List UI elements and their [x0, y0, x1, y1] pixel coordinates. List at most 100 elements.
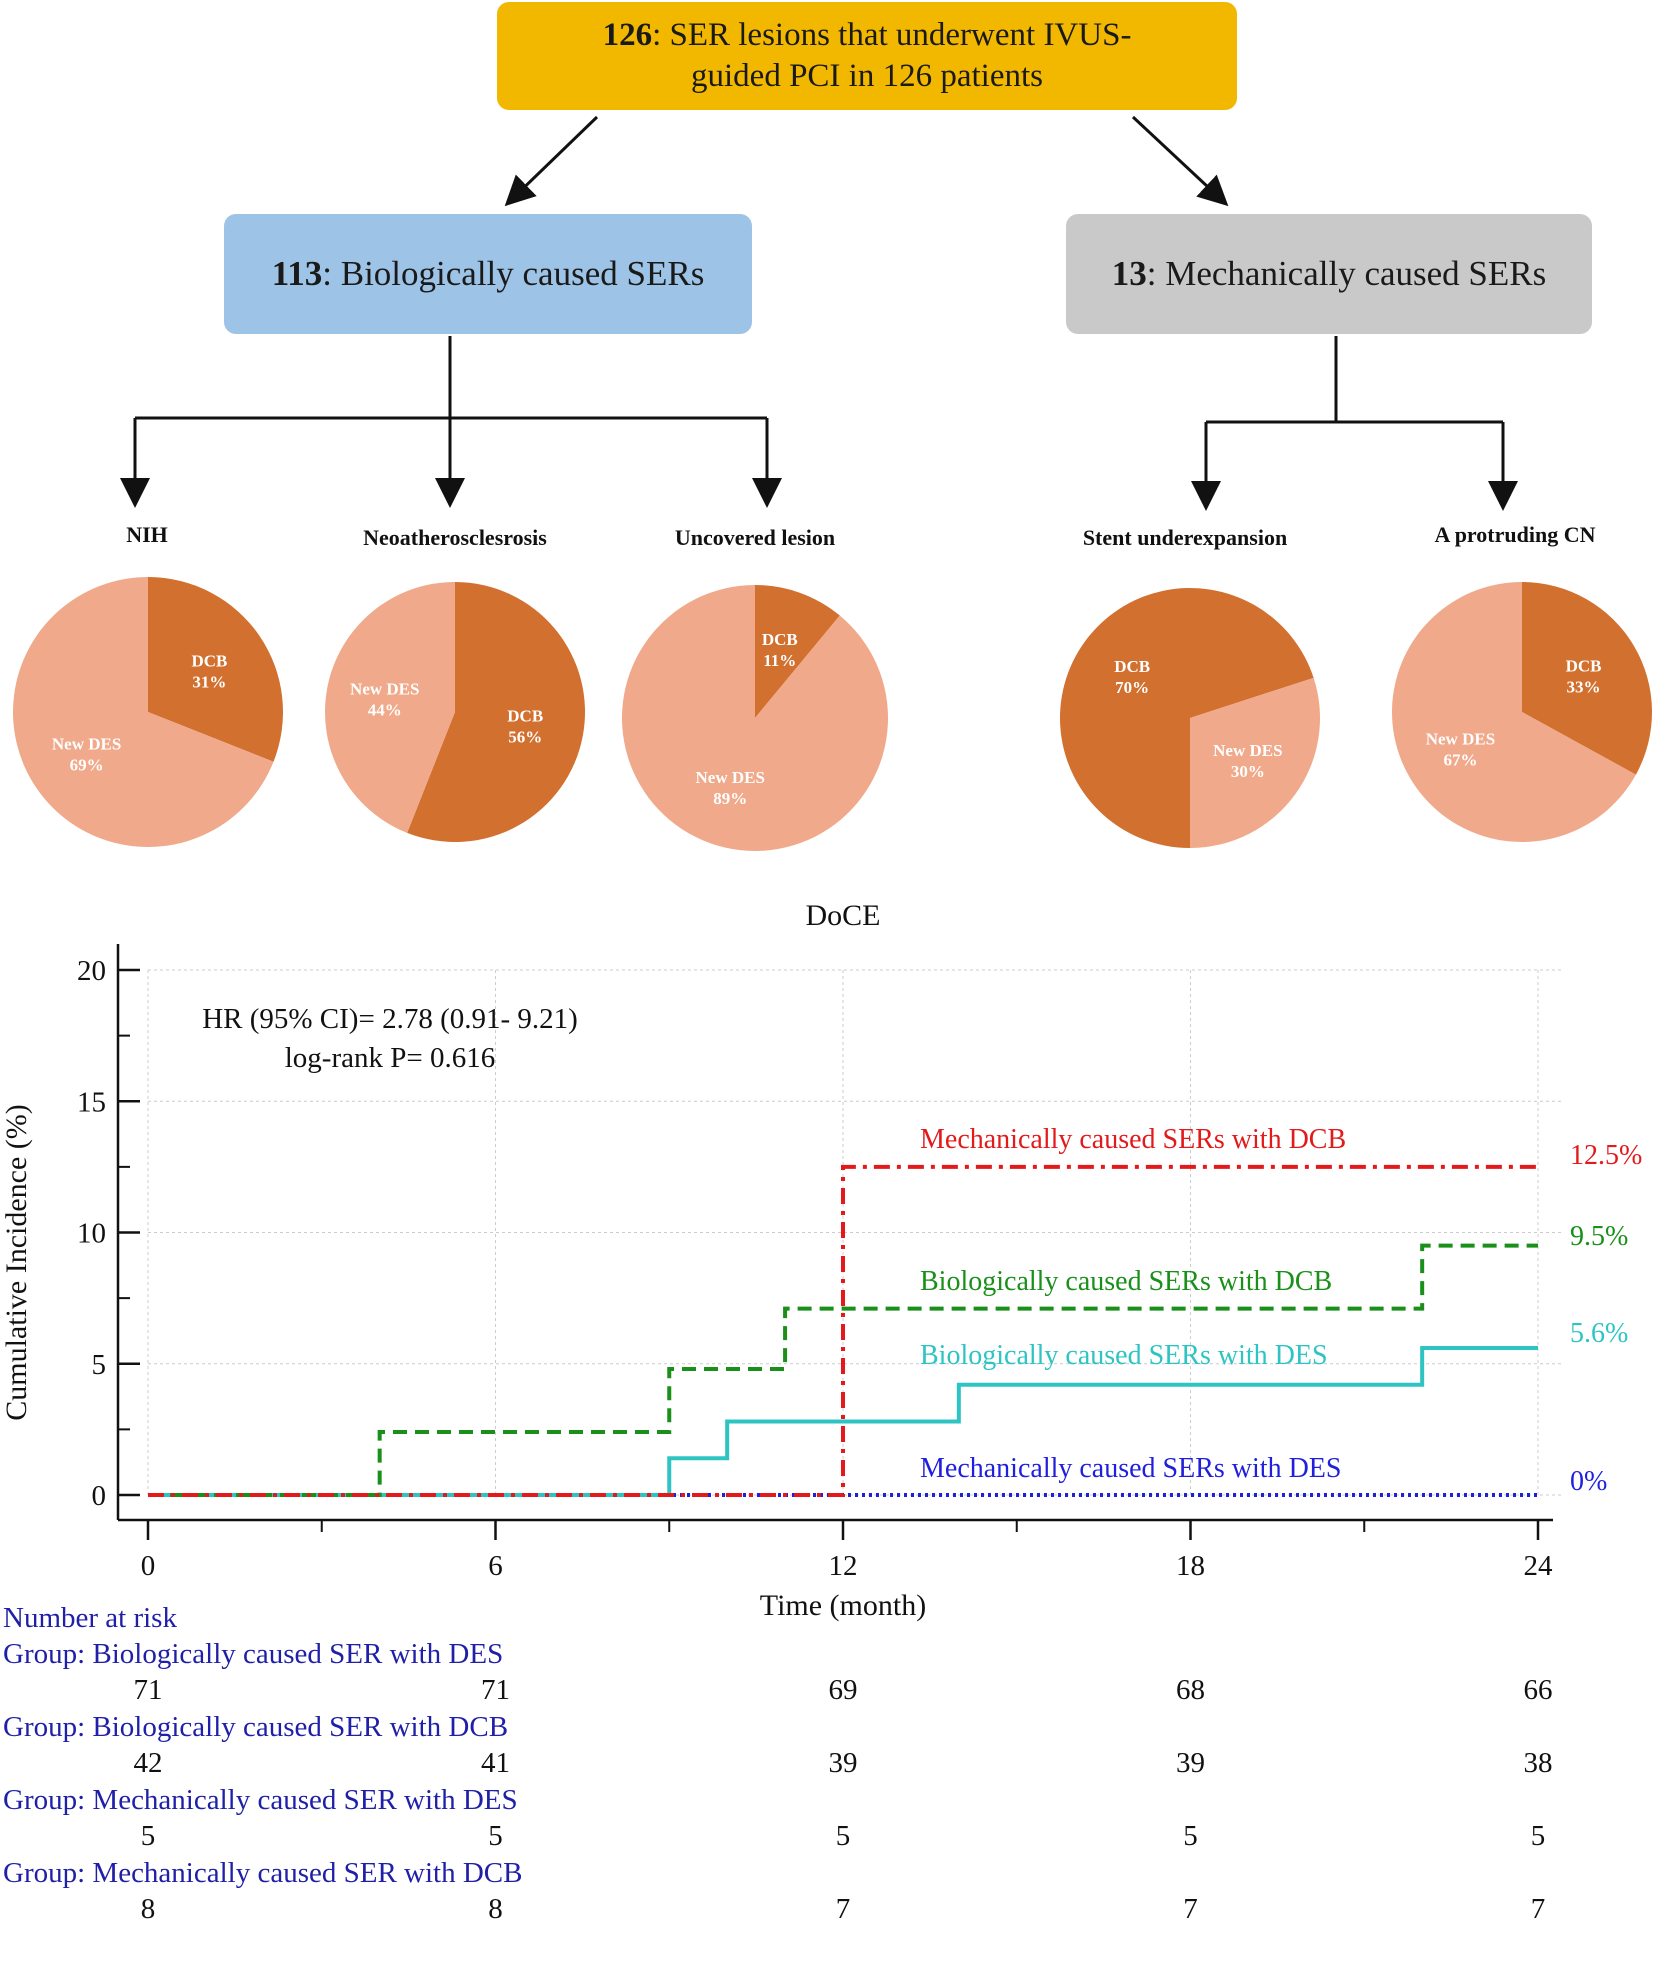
pie-slice-label: DCB: [1114, 657, 1150, 676]
risk-group-label: Group: Biologically caused SER with DES: [3, 1638, 504, 1670]
risk-group-label: Group: Mechanically caused SER with DES: [3, 1784, 518, 1816]
pie-slice-label: New DES: [52, 735, 121, 754]
pie-slice-label: DCB: [507, 706, 543, 725]
pie-1: DCB 31% New DES 69%: [12, 577, 283, 847]
total-text-line2: guided PCI in 126 patients: [691, 58, 1043, 94]
risk-count: 8: [140, 1893, 156, 1925]
risk-count: 42: [133, 1747, 163, 1779]
y-axis-label: Cumulative Incidence (%): [0, 1104, 33, 1421]
pie-slice-pct: 56%: [508, 727, 542, 746]
series-end-value: 5.6%: [1570, 1318, 1628, 1349]
total-count: 126: [602, 16, 653, 53]
pie-slice-new-des: [1190, 677, 1320, 848]
risk-count: 39: [1176, 1747, 1205, 1779]
arrow-to-biological: [504, 115, 599, 207]
pie-title-underexpansion: Stent underexpansion: [1082, 525, 1288, 550]
pie-slice-label: New DES: [1213, 741, 1282, 760]
risk-count: 7: [1530, 1893, 1546, 1925]
km-chart: 0 5 10 15 20 0 6 12 18 24 DoCE Time (month) Cumulati…: [0, 899, 1642, 1622]
pie-slice-dcb: [148, 577, 283, 762]
risk-count: 38: [1523, 1747, 1553, 1779]
biological-count: 113: [271, 254, 323, 294]
pie-slice-pct: 44%: [368, 701, 402, 720]
risk-count: 7: [1183, 1893, 1198, 1925]
risk-group-label: Group: Mechanically caused SER with DCB: [3, 1857, 523, 1889]
pie-slice-pct: 89%: [713, 789, 747, 808]
pie-charts: DCB 31% New DES 69% DCB 56% New DES 44% DCB 11% Ne…: [12, 577, 1652, 851]
x-tick-label: 6: [488, 1550, 503, 1582]
mechanical-text: : Mechanically caused SERs: [1146, 254, 1547, 294]
km-series-line: [148, 1346, 1538, 1497]
total-lesions-line1: 126: SER lesions that underwent IVUS-: [603, 15, 1132, 56]
risk-count: 5: [1183, 1820, 1198, 1852]
pie-title-uncovered: Uncovered lesion: [674, 525, 836, 550]
pie-5: DCB 33% New DES 67%: [1391, 582, 1652, 843]
pie-slice-new-des: [1391, 582, 1636, 843]
pie-title-nih: NIH: [126, 522, 168, 547]
risk-count: 5: [140, 1820, 156, 1852]
y-tick-label: 10: [77, 1218, 106, 1250]
pie-slice-pct: 31%: [192, 672, 226, 691]
series-end-value: 0%: [1570, 1466, 1607, 1497]
pie-slice-pct: 67%: [1443, 750, 1477, 769]
y-tick-label: 15: [77, 1086, 106, 1118]
pie-title-protruding-cn: A protruding CN: [1434, 522, 1596, 547]
risk-count: 41: [481, 1747, 510, 1779]
y-tick-label: 0: [92, 1480, 107, 1512]
y-tick-label: 20: [77, 955, 106, 987]
risk-count: 71: [481, 1674, 510, 1706]
risk-count: 69: [828, 1674, 858, 1706]
pie-slice-dcb: [755, 585, 840, 718]
risk-count: 66: [1523, 1674, 1553, 1706]
risk-table-title: Number at risk: [3, 1602, 177, 1634]
mechanical-box: 13: Mechanically caused SERs: [1066, 214, 1592, 334]
biological-box: 113: Biologically caused SERs: [224, 214, 752, 334]
y-tick-label: 5: [92, 1349, 107, 1381]
series-label: Biologically caused SERs with DES: [920, 1340, 1328, 1371]
series-end-value: 9.5%: [1570, 1221, 1628, 1252]
pie-slice-dcb: [1522, 582, 1652, 775]
x-tick-label: 12: [829, 1550, 858, 1582]
pie-4: DCB 70% New DES 30%: [1059, 588, 1320, 848]
risk-count: 71: [133, 1674, 163, 1706]
pie-slice-dcb: [1059, 588, 1314, 848]
pie-slice-dcb: [407, 582, 585, 842]
pie-slice-label: New DES: [696, 768, 765, 787]
mechanical-count: 13: [1111, 254, 1147, 294]
risk-count: 39: [828, 1747, 858, 1779]
pie-slice-label: DCB: [191, 651, 227, 670]
x-tick-label: 24: [1524, 1550, 1554, 1582]
flow-connectors: [120, 115, 1518, 511]
series-end-value: 12.5%: [1570, 1140, 1642, 1171]
pie-slice-pct: 30%: [1231, 762, 1265, 781]
pie-2: DCB 56% New DES 44%: [324, 582, 585, 842]
pie-3: DCB 11% New DES 89%: [622, 585, 889, 851]
pie-slice-new-des: [622, 585, 889, 851]
biological-text: : Biologically caused SERs: [322, 254, 705, 294]
pie-slice-label: New DES: [1426, 729, 1495, 748]
series-label: Mechanically caused SERs with DCB: [920, 1124, 1346, 1155]
risk-group-label: Group: Biologically caused SER with DCB: [3, 1711, 509, 1743]
total-text: : SER lesions that underwent IVUS-: [652, 16, 1132, 53]
chart-title: DoCE: [806, 899, 881, 932]
pie-slice-new-des: [324, 582, 455, 833]
pie-slice-pct: 33%: [1567, 678, 1601, 697]
stats-annotation: log-rank P= 0.616: [285, 1042, 495, 1074]
km-series-line: [148, 1164, 1538, 1497]
stats-annotation: HR (95% CI)= 2.78 (0.91- 9.21): [202, 1003, 578, 1035]
pie-slice-new-des: [12, 577, 274, 847]
series-label: Biologically caused SERs with DCB: [920, 1266, 1332, 1297]
x-axis-label: Time (month): [760, 1589, 926, 1622]
risk-count: 68: [1176, 1674, 1205, 1706]
risk-count: 7: [835, 1893, 851, 1925]
pie-slice-pct: 69%: [70, 756, 104, 775]
total-lesions-box: 126: SER lesions that underwent IVUS- gu…: [497, 2, 1237, 110]
x-tick-label: 0: [141, 1550, 156, 1582]
pie-slice-label: New DES: [350, 680, 419, 699]
arrow-to-mechanical: [1131, 115, 1229, 207]
pie-slice-label: DCB: [762, 630, 798, 649]
x-tick-label: 18: [1176, 1550, 1205, 1582]
risk-count: 5: [488, 1820, 503, 1852]
